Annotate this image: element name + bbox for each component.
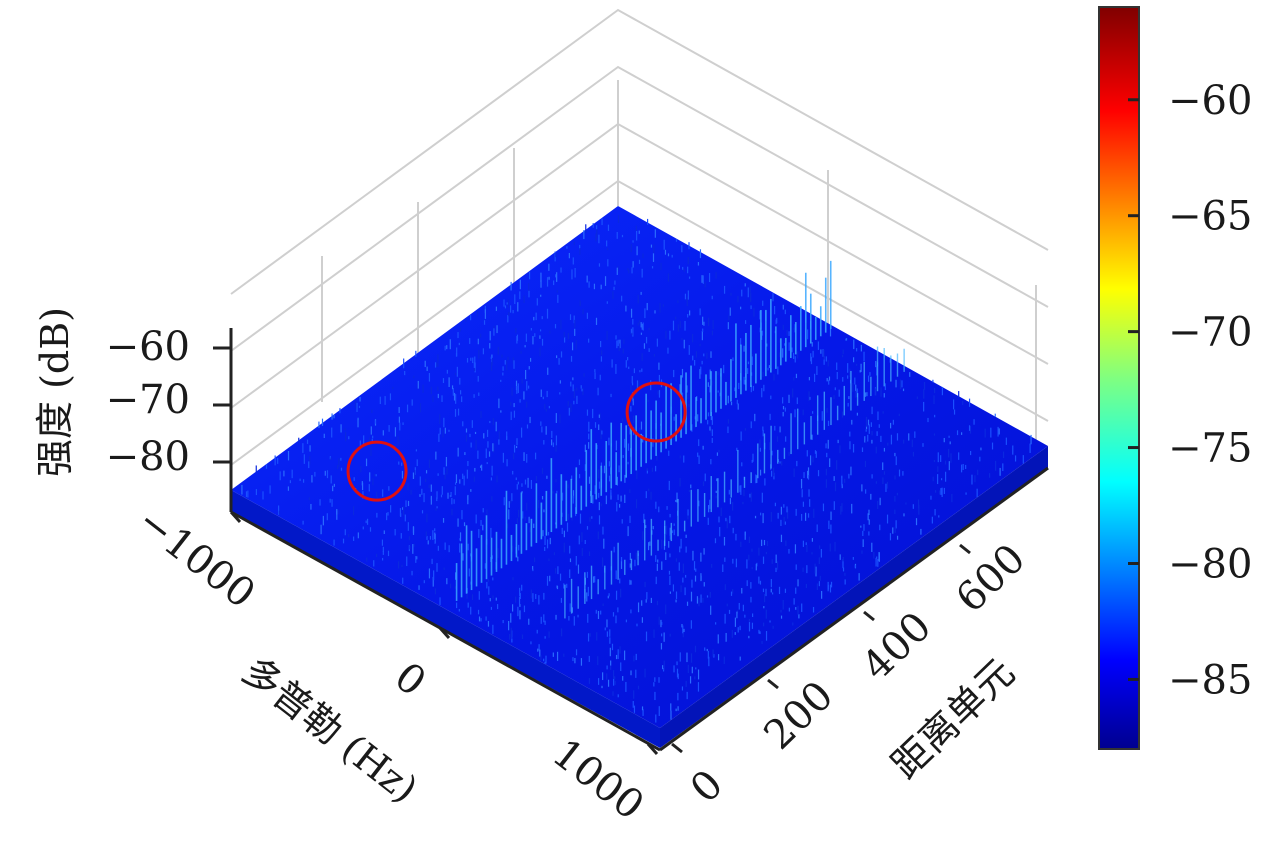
colorbar-bar [1098,6,1140,750]
colorbar-tick-label: −85 [1168,657,1252,703]
doppler-tick-label: 1000 [544,730,653,829]
doppler-tick-mark [229,510,242,524]
range-tick-label: 0 [682,761,732,812]
colorbar-ticks: −60 −65 −70 −75 −80 −85 [1128,78,1252,703]
colorbar-tick-label: −60 [1168,78,1252,124]
doppler-axis-line [230,510,661,752]
doppler-tick-mark [438,626,451,640]
colorbar-tick-label: −70 [1168,310,1252,356]
doppler-axis-title: 多普勒 (Hz) [234,648,426,811]
intensity-tick-label: −60 [106,324,190,370]
range-tick-mark [671,742,683,754]
target-markers [346,381,687,502]
intensity-axis-title: 强度 (dB) [33,307,77,477]
colorbar-tick-label: −80 [1168,542,1252,588]
surface-skirt-left [231,490,660,748]
gridline-horizontal [230,65,1049,352]
doppler-tick-label: 0 [386,654,434,706]
range-tick-label: 200 [756,673,843,759]
surface-skirt-right [660,446,1048,748]
doppler-tick-mark [646,742,659,756]
back-wall-grid [230,8,1049,466]
range-tick-label: 600 [948,536,1035,622]
range-tick-mark [863,610,875,622]
intensity-tick-label: −70 [106,377,190,423]
intensity-tick-label: −80 [106,434,190,480]
range-tick-mark [959,543,971,555]
axes [229,328,1049,752]
range-tick-label: 400 [854,604,941,690]
target-circle [346,440,408,502]
colorbar: −60 −65 −70 −75 −80 −85 [1098,6,1252,750]
colorbar-tick-label: −75 [1168,426,1252,472]
intensity-ticks: −60 −70 −80 [106,324,231,480]
surface-base [231,206,1048,728]
target-circle [625,381,687,443]
range-axis-line [659,466,1049,752]
colorbar-tick-label: −65 [1168,194,1252,240]
surface-spikes [375,260,905,619]
surface-floor [231,206,1048,748]
range-tick-mark [767,678,779,690]
gridline-horizontal [230,8,1049,295]
